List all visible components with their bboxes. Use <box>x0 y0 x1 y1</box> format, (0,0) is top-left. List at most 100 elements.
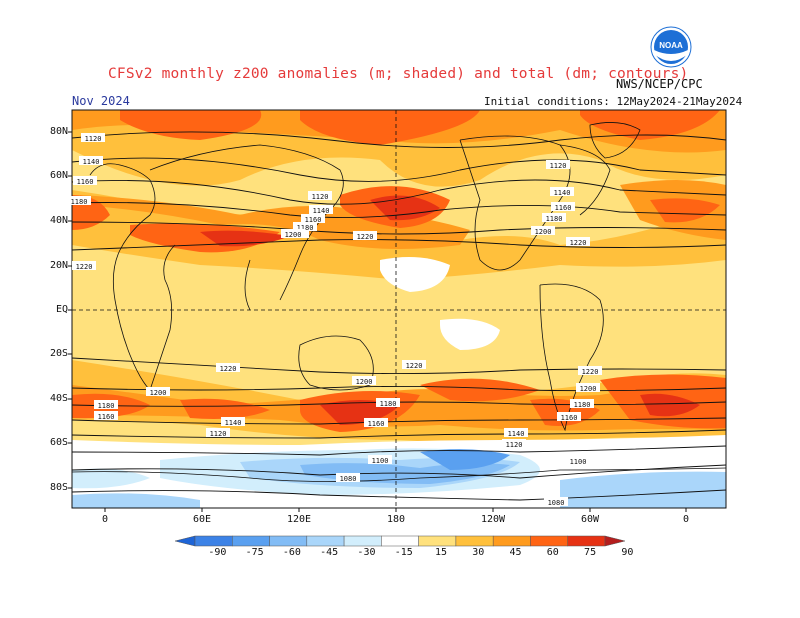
contour-label: 1180 <box>94 400 118 410</box>
colorbar-label: 60 <box>546 547 559 558</box>
lat-label: 60S <box>49 437 68 448</box>
colorbar-arrow-left <box>174 535 196 547</box>
colorbar-arrow-right <box>604 535 626 547</box>
svg-text:1180: 1180 <box>71 198 88 206</box>
contour-lines <box>72 131 726 501</box>
colorbar-label: 15 <box>434 547 448 558</box>
colorbar <box>174 535 626 547</box>
colorbar-segment <box>418 535 457 547</box>
colorbar-segment <box>492 535 531 547</box>
svg-text:1180: 1180 <box>297 224 314 232</box>
svg-text:1120: 1120 <box>85 135 102 143</box>
svg-text:1180: 1180 <box>98 402 115 410</box>
credit-text: NWS/NCEP/CPC <box>616 77 703 91</box>
contour-label: 1140 <box>504 428 528 438</box>
svg-text:1140: 1140 <box>554 189 571 197</box>
contour-label: 1160 <box>94 411 118 421</box>
colorbar-segment <box>194 535 233 547</box>
lat-label: 80N <box>49 126 68 137</box>
contour-label: 1160 <box>364 418 388 428</box>
lat-label: 80S <box>49 482 68 493</box>
colorbar-label: 45 <box>509 547 522 558</box>
contour-label: 1100 <box>368 455 392 465</box>
lat-label: 20N <box>49 260 68 271</box>
colorbar-segment <box>381 535 419 547</box>
svg-text:1100: 1100 <box>570 458 587 466</box>
contour-label: 1080 <box>544 497 568 507</box>
svg-text:1220: 1220 <box>570 239 587 247</box>
contour-label: 1200 <box>531 226 555 236</box>
contour-label: 1220 <box>578 366 602 376</box>
svg-text:1220: 1220 <box>357 233 374 241</box>
colorbar-label: 30 <box>472 547 485 558</box>
svg-text:1140: 1140 <box>225 419 242 427</box>
svg-text:1160: 1160 <box>77 178 94 186</box>
contour-label: 1180 <box>67 196 91 206</box>
contour-label: 1220 <box>216 363 240 373</box>
colorbar-segment <box>232 535 270 547</box>
lat-label: 60N <box>49 170 68 181</box>
map-frame <box>71 109 727 509</box>
contour-label: 1200 <box>352 376 376 386</box>
lat-label: 40S <box>49 393 68 404</box>
svg-text:1100: 1100 <box>372 457 389 465</box>
svg-text:1140: 1140 <box>508 430 525 438</box>
svg-text:1120: 1120 <box>506 441 523 449</box>
lon-label: 60W <box>580 514 600 525</box>
lon-label: 120E <box>286 514 312 525</box>
contour-label: 1120 <box>502 439 526 449</box>
contour-label: 1180 <box>542 213 566 223</box>
svg-text:1200: 1200 <box>535 228 552 236</box>
contour-label: 1160 <box>557 412 581 422</box>
forecast-month: Nov 2024 <box>72 94 130 108</box>
svg-text:1160: 1160 <box>561 414 578 422</box>
contour-label: 1120 <box>206 428 230 438</box>
svg-text:1160: 1160 <box>368 420 385 428</box>
colorbar-label: -75 <box>245 547 264 558</box>
lon-label: 60E <box>192 514 212 525</box>
colorbar-segment <box>567 535 606 547</box>
lat-label: EQ <box>55 304 68 315</box>
contour-label: 1120 <box>546 160 570 170</box>
svg-text:1160: 1160 <box>555 204 572 212</box>
contour-label: 1120 <box>81 133 105 143</box>
svg-text:1200: 1200 <box>356 378 373 386</box>
contour-label: 1160 <box>73 176 97 186</box>
lon-label: 180 <box>386 514 406 525</box>
svg-text:1080: 1080 <box>548 499 565 507</box>
initial-conditions: Initial conditions: 12May2024-21May2024 <box>484 95 743 108</box>
svg-text:1080: 1080 <box>340 475 357 483</box>
contour-label: 1120 <box>308 191 332 201</box>
contour-label: 1140 <box>550 187 574 197</box>
contour-label: 1140 <box>221 417 245 427</box>
contour-label: 1200 <box>281 229 305 239</box>
contour-label: 1180 <box>570 399 594 409</box>
lon-label: 0 <box>101 514 109 525</box>
colorbar-segment <box>455 535 494 547</box>
svg-text:1120: 1120 <box>312 193 329 201</box>
colorbar-label: -90 <box>208 547 227 558</box>
svg-text:1200: 1200 <box>580 385 597 393</box>
colorbar-label: -30 <box>357 547 376 558</box>
svg-text:1220: 1220 <box>406 362 423 370</box>
contour-labels: 1120114011601180120012201120114011601180… <box>67 133 602 507</box>
svg-text:1180: 1180 <box>574 401 591 409</box>
svg-text:1180: 1180 <box>546 215 563 223</box>
lat-label: 40N <box>49 215 68 226</box>
svg-text:1140: 1140 <box>313 207 330 215</box>
contour-label: 1140 <box>79 156 103 166</box>
contour-label: 1160 <box>551 202 575 212</box>
svg-text:1160: 1160 <box>98 413 115 421</box>
anomaly-shading <box>72 110 726 508</box>
reference-lines <box>72 110 726 508</box>
svg-text:1220: 1220 <box>220 365 237 373</box>
svg-text:1140: 1140 <box>83 158 100 166</box>
contour-label: 1220 <box>72 261 96 271</box>
svg-text:NOAA: NOAA <box>659 41 683 50</box>
lon-label: 120W <box>480 514 506 525</box>
colorbar-label: -60 <box>282 547 301 558</box>
contour-label: 1180 <box>293 222 317 232</box>
svg-text:1220: 1220 <box>76 263 93 271</box>
colorbar-segment <box>269 535 308 547</box>
